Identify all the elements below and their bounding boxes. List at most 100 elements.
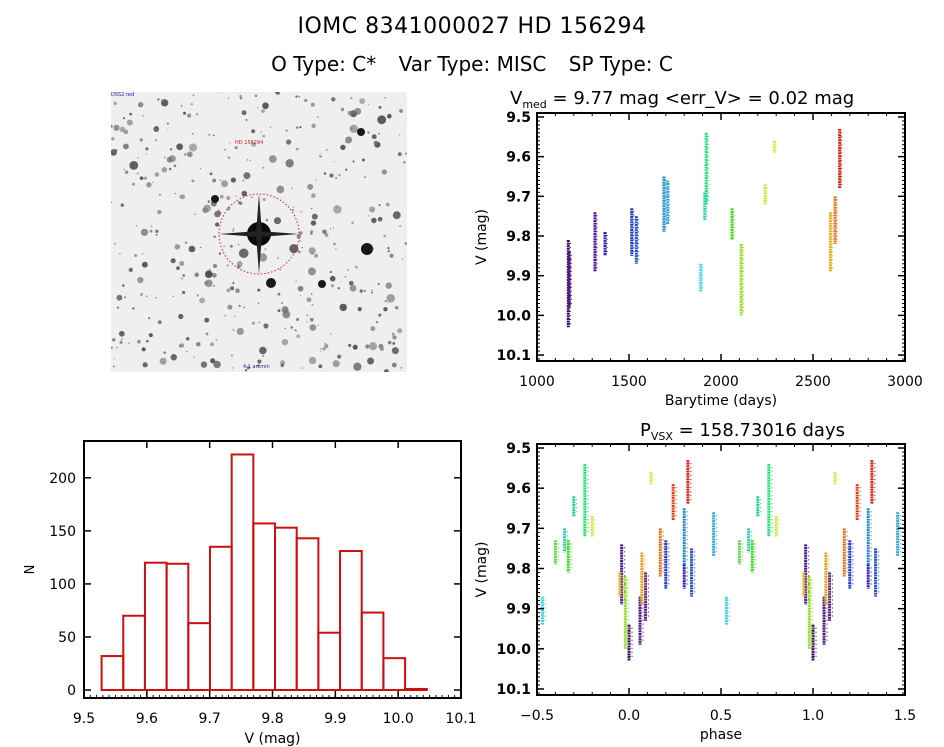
sky-star <box>325 148 328 152</box>
sky-star <box>295 126 299 129</box>
sky-image: DSS2 red HD 156294 4.1 arcmin <box>111 92 407 372</box>
sky-star <box>195 341 201 347</box>
sky-star <box>230 354 233 357</box>
sky-star <box>238 304 241 307</box>
sky-star <box>218 92 220 93</box>
sky-star <box>199 297 206 304</box>
sky-star <box>137 156 139 159</box>
sky-star <box>120 338 123 341</box>
sky-star <box>292 209 294 212</box>
sky-star <box>386 294 395 303</box>
sky-star <box>251 129 256 134</box>
y-tick-label: 10.1 <box>496 682 531 698</box>
sky-star <box>311 253 314 256</box>
sky-star <box>241 110 247 116</box>
sky-star <box>215 222 220 227</box>
sky-star <box>299 295 302 297</box>
sky-star <box>290 326 293 330</box>
sky-star <box>203 204 211 213</box>
y-tick-label: 50 <box>58 630 76 646</box>
histogram-bar <box>404 687 428 692</box>
sky-star <box>190 103 193 106</box>
sky-star <box>359 98 366 105</box>
sky-star <box>297 250 301 254</box>
sky-label-survey: DSS2 red <box>111 92 135 98</box>
sky-star <box>137 101 144 108</box>
sky-star <box>368 358 371 362</box>
histogram-chart: 9.5 9.6 9.7 9.8 9.9 10.0 10.1 0 50 100 150 200 V (ma… <box>23 441 477 747</box>
sky-star <box>320 350 322 352</box>
x-tick-label: 3000 <box>887 374 923 390</box>
sky-star <box>209 172 213 176</box>
sky-star <box>385 202 390 207</box>
sky-star <box>143 176 147 180</box>
sky-star <box>300 211 302 213</box>
histogram-bar <box>143 561 168 692</box>
sky-star <box>324 233 329 237</box>
sky-star <box>218 252 222 255</box>
sky-star <box>231 367 234 369</box>
y-tick-label: 10.0 <box>496 308 531 324</box>
sky-star <box>397 328 403 334</box>
sky-star <box>354 265 358 269</box>
sky-star <box>349 124 358 133</box>
sky-star <box>299 126 302 129</box>
sky-star <box>150 225 153 228</box>
sky-star <box>161 167 168 173</box>
sky-star <box>296 317 300 322</box>
sky-star <box>369 342 378 351</box>
sky-star <box>205 332 209 336</box>
sky-star <box>295 147 299 151</box>
y-tick-label: 9.9 <box>506 269 531 285</box>
x-tick-label: 9.5 <box>73 711 95 727</box>
sky-star <box>262 197 266 201</box>
sky-star <box>277 292 281 296</box>
sky-star <box>363 176 366 179</box>
sky-star <box>179 343 185 348</box>
sky-star <box>142 362 148 368</box>
sky-star <box>146 339 149 343</box>
x-tick-label: 1.0 <box>802 708 824 724</box>
sky-star <box>199 167 202 170</box>
y-tick-label: 9.8 <box>506 229 531 245</box>
phased-frame <box>536 443 906 696</box>
sky-star <box>244 369 248 372</box>
sky-star <box>141 347 146 352</box>
sky-star <box>321 153 323 155</box>
sky-star <box>379 346 385 351</box>
sky-star <box>116 294 123 301</box>
sky-star <box>129 112 133 116</box>
sky-star <box>301 367 304 369</box>
sky-star <box>299 240 301 242</box>
sky-star <box>256 364 260 368</box>
sky-star <box>311 207 313 210</box>
sky-star <box>176 143 183 151</box>
sky-star <box>311 303 314 306</box>
sky-star <box>277 309 281 313</box>
histogram-bar <box>295 537 320 691</box>
sky-star <box>348 280 354 286</box>
histogram-bar <box>230 453 255 692</box>
sky-star <box>113 365 115 368</box>
sky-star <box>387 246 390 250</box>
sky-star <box>123 117 126 120</box>
sky-star <box>352 344 358 350</box>
sky-star <box>232 329 235 331</box>
sky-star <box>204 270 213 279</box>
y-tick-label: 150 <box>49 524 76 540</box>
sky-star <box>276 92 281 95</box>
sky-star <box>155 233 158 236</box>
sky-star <box>392 342 396 345</box>
x-tick-label: 0.0 <box>618 708 640 724</box>
sky-star <box>307 183 314 190</box>
y-tick-label: 9.9 <box>506 602 531 618</box>
y-axis-label: V (mag) <box>474 541 490 597</box>
sky-star <box>219 179 222 182</box>
sky-star <box>140 228 149 236</box>
sky-star <box>170 354 177 361</box>
spectral-type: SP Type: C <box>568 52 673 76</box>
sky-star <box>221 180 228 188</box>
sky-bright-star <box>318 280 326 288</box>
x-tick-label: 2000 <box>703 374 739 390</box>
sky-star <box>249 159 251 162</box>
